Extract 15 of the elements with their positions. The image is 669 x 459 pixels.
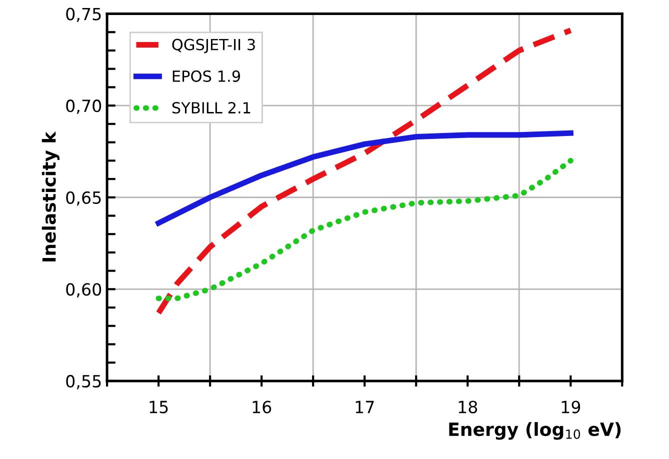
legend-label: SYBILL 2.1: [172, 102, 250, 114]
y-tick-label: 0,65: [66, 191, 101, 206]
x-axis-title: Energy (log$_{10}$ eV): [449, 422, 621, 440]
y-tick-label: 0,75: [66, 8, 101, 22]
x-tick-label: 16: [252, 400, 272, 414]
legend-label: QGSJET-II 3: [172, 38, 255, 54]
y-tick-label: 0,60: [66, 283, 102, 298]
x-tick-label: 15: [150, 400, 168, 414]
legend-label: EPOS 1.9: [172, 70, 240, 82]
y-axis-title: Inelasticity k: [42, 131, 60, 262]
y-tick-label: 0,55: [66, 374, 101, 390]
y-tick-label: 0,70: [66, 100, 102, 114]
x-tick-label: 17: [356, 400, 374, 414]
x-tick-label: 19: [562, 400, 580, 414]
x-tick-label: 18: [458, 400, 478, 414]
